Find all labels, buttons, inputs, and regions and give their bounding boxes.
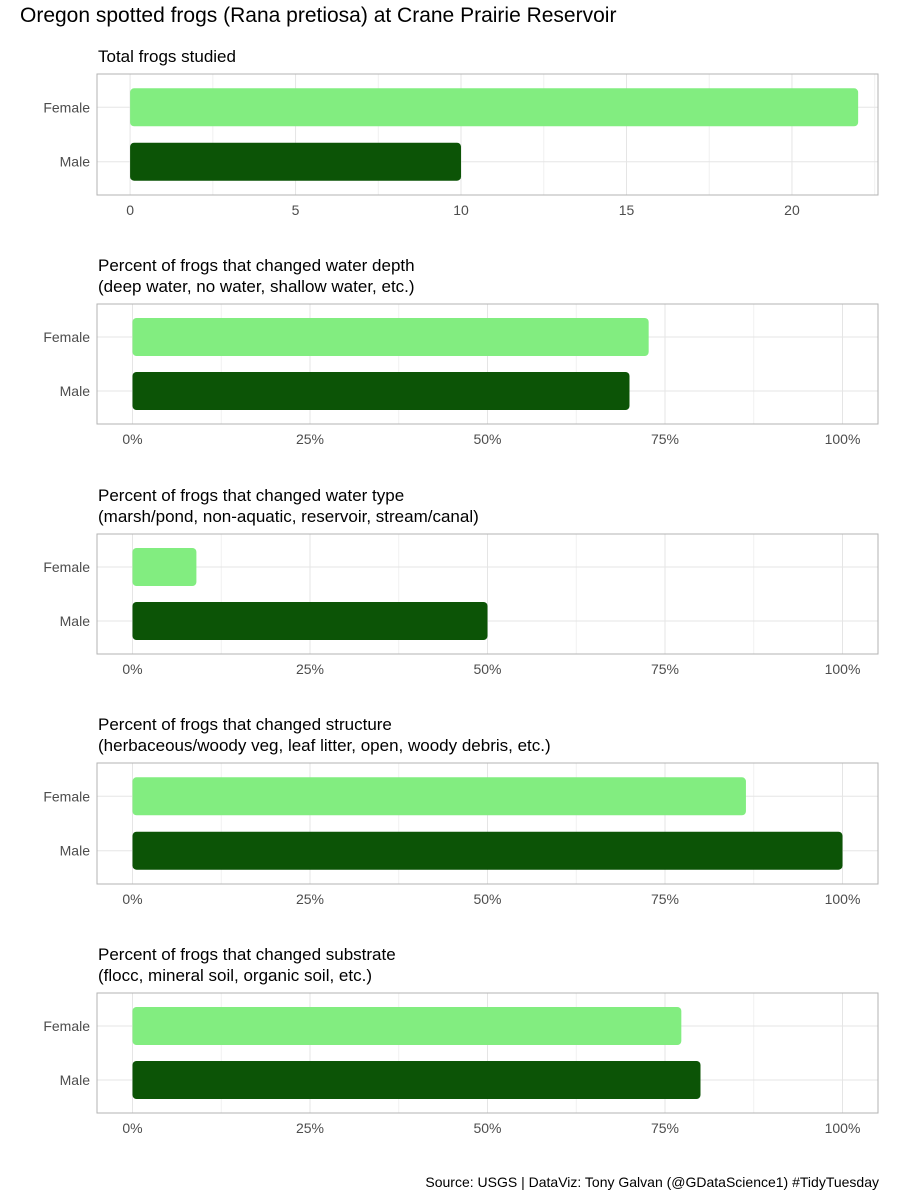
bar-male [132, 1061, 701, 1099]
x-tick-label: 0% [122, 891, 142, 907]
y-category-label: Female [43, 329, 90, 345]
x-tick-label: 25% [296, 891, 324, 907]
panel-3: Percent of frogs that changed water type… [43, 486, 879, 677]
bar-female [130, 88, 859, 127]
x-tick-label: 0% [122, 1120, 142, 1136]
bar-male [132, 372, 630, 410]
bar-female [132, 548, 197, 586]
panel-subtitle: (flocc, mineral soil, organic soil, etc.… [98, 966, 372, 985]
panel-subtitle: (deep water, no water, shallow water, et… [98, 277, 415, 296]
x-tick-label: 5 [292, 202, 300, 218]
x-tick-label: 0 [126, 202, 134, 218]
x-tick-label: 50% [473, 661, 501, 677]
x-tick-label: 100% [825, 431, 861, 447]
x-tick-label: 25% [296, 431, 324, 447]
y-category-label: Female [43, 99, 90, 115]
panel-4: Percent of frogs that changed structure (… [43, 715, 879, 907]
panel-1: Total frogs studied 0 5 10 15 20 Female Male [43, 47, 879, 218]
panel-title: Percent of frogs that changed water type [98, 486, 404, 505]
panel-title: Percent of frogs that changed water dept… [98, 256, 415, 275]
x-tick-label: 10 [453, 202, 469, 218]
bar-male [132, 602, 488, 640]
y-category-label: Male [60, 843, 91, 859]
y-category-label: Female [43, 1018, 90, 1034]
y-category-label: Male [60, 1072, 91, 1088]
source-caption: Source: USGS | DataViz: Tony Galvan (@GD… [425, 1174, 879, 1190]
panel-subtitle: (herbaceous/woody veg, leaf litter, open… [98, 736, 551, 755]
x-tick-label: 50% [473, 1120, 501, 1136]
panel-border [96, 303, 879, 425]
y-category-label: Female [43, 559, 90, 575]
panel-border [96, 992, 879, 1114]
y-category-label: Female [43, 788, 90, 804]
x-tick-label: 20 [784, 202, 800, 218]
x-tick-label: 75% [651, 1120, 679, 1136]
y-category-label: Male [60, 154, 91, 170]
panel-title: Total frogs studied [98, 47, 236, 66]
x-tick-label: 100% [825, 1120, 861, 1136]
x-tick-label: 100% [825, 891, 861, 907]
bar-male [132, 831, 843, 870]
panel-2: Percent of frogs that changed water dept… [43, 256, 879, 447]
y-category-label: Male [60, 383, 91, 399]
x-tick-label: 75% [651, 661, 679, 677]
panel-border [96, 762, 879, 885]
panel-subtitle: (marsh/pond, non-aquatic, reservoir, str… [98, 507, 479, 526]
x-tick-label: 100% [825, 661, 861, 677]
y-category-label: Male [60, 613, 91, 629]
panel-border [96, 73, 879, 196]
x-tick-label: 0% [122, 661, 142, 677]
x-tick-label: 50% [473, 891, 501, 907]
x-tick-label: 75% [651, 891, 679, 907]
x-tick-label: 0% [122, 431, 142, 447]
x-tick-label: 25% [296, 1120, 324, 1136]
panel-border [96, 533, 879, 655]
x-tick-label: 75% [651, 431, 679, 447]
x-tick-label: 15 [619, 202, 635, 218]
chart-title: Oregon spotted frogs (Rana pretiosa) at … [20, 4, 617, 27]
panel-title: Percent of frogs that changed structure [98, 715, 392, 734]
x-tick-label: 50% [473, 431, 501, 447]
bar-female [132, 777, 746, 816]
bar-male [130, 142, 462, 181]
panel-5: Percent of frogs that changed substrate (… [43, 945, 879, 1136]
panel-title: Percent of frogs that changed substrate [98, 945, 396, 964]
bar-female [132, 1007, 682, 1045]
x-tick-label: 25% [296, 661, 324, 677]
bar-female [132, 318, 649, 356]
